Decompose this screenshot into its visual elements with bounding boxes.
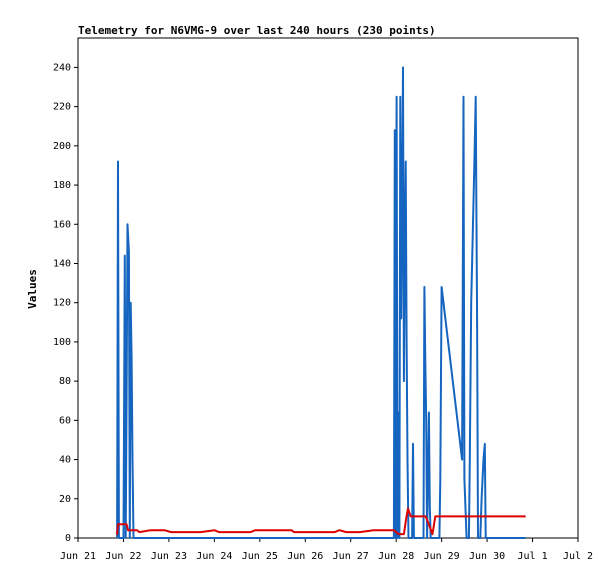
y-tick-label: 220 (53, 102, 71, 113)
y-tick-label: 60 (59, 415, 71, 426)
y-tick-label: 180 (53, 180, 71, 191)
x-tick-label: Jun 28 (378, 551, 414, 562)
y-tick-label: 0 (65, 533, 71, 544)
y-tick-label: 20 (59, 494, 71, 505)
x-axis: Jun 21 Jun 22 Jun 23 Jun 24 Jun 25 Jun 26 Jun … (60, 538, 593, 562)
y-tick-label: 100 (53, 337, 71, 348)
series-layer (116, 66, 526, 539)
series-line-2 (116, 507, 526, 536)
x-tick-label: Jul 2 (563, 551, 593, 562)
y-tick-label: 160 (53, 219, 71, 230)
series-line-1 (116, 66, 526, 539)
x-tick-label: Jun 21 (60, 551, 96, 562)
plot-area (77, 37, 579, 539)
y-tick-label: 200 (53, 141, 71, 152)
y-tick-label: 80 (59, 376, 71, 387)
x-tick-label: Jun 24 (196, 551, 232, 562)
x-tick-label: Jun 22 (105, 551, 141, 562)
x-tick-label: Jun 25 (242, 551, 278, 562)
x-tick-label: Jun 27 (333, 551, 369, 562)
y-tick-label: 120 (53, 298, 71, 309)
x-tick-label: Jul 1 (517, 551, 547, 562)
y-axis: 0 20 40 60 80 100 120 140 160 180 200 220 240 (53, 62, 78, 544)
x-tick-label: Jun 23 (151, 551, 187, 562)
chart-title: Telemetry for N6VMG-9 over last 240 hour… (78, 24, 436, 37)
y-tick-label: 240 (53, 62, 71, 73)
y-tick-label: 40 (59, 455, 71, 466)
x-tick-label: Jun 26 (287, 551, 323, 562)
y-axis-label: Values (26, 269, 39, 309)
y-tick-label: 140 (53, 258, 71, 269)
x-tick-label: Jun 29 (424, 551, 460, 562)
x-tick-label: Jun 30 (469, 551, 505, 562)
